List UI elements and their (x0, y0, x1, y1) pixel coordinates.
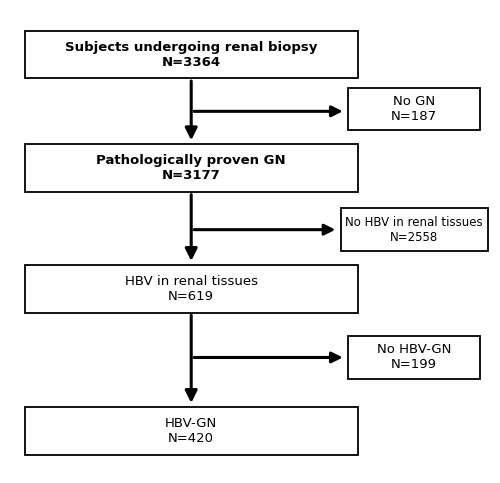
Text: HBV-GN
N=420: HBV-GN N=420 (165, 417, 218, 445)
Text: HBV in renal tissues
N=619: HBV in renal tissues N=619 (124, 275, 258, 303)
FancyBboxPatch shape (340, 208, 488, 251)
Text: Pathologically proven GN
N=3177: Pathologically proven GN N=3177 (96, 154, 286, 182)
Text: No HBV-GN
N=199: No HBV-GN N=199 (377, 343, 452, 371)
Text: Subjects undergoing renal biopsy
N=3364: Subjects undergoing renal biopsy N=3364 (65, 41, 318, 69)
Text: No GN
N=187: No GN N=187 (391, 95, 437, 123)
FancyBboxPatch shape (24, 265, 358, 313)
FancyBboxPatch shape (348, 336, 480, 379)
FancyBboxPatch shape (24, 31, 358, 78)
FancyBboxPatch shape (24, 407, 358, 455)
FancyBboxPatch shape (24, 144, 358, 192)
FancyBboxPatch shape (348, 88, 480, 130)
Text: No HBV in renal tissues
N=2558: No HBV in renal tissues N=2558 (346, 216, 483, 243)
